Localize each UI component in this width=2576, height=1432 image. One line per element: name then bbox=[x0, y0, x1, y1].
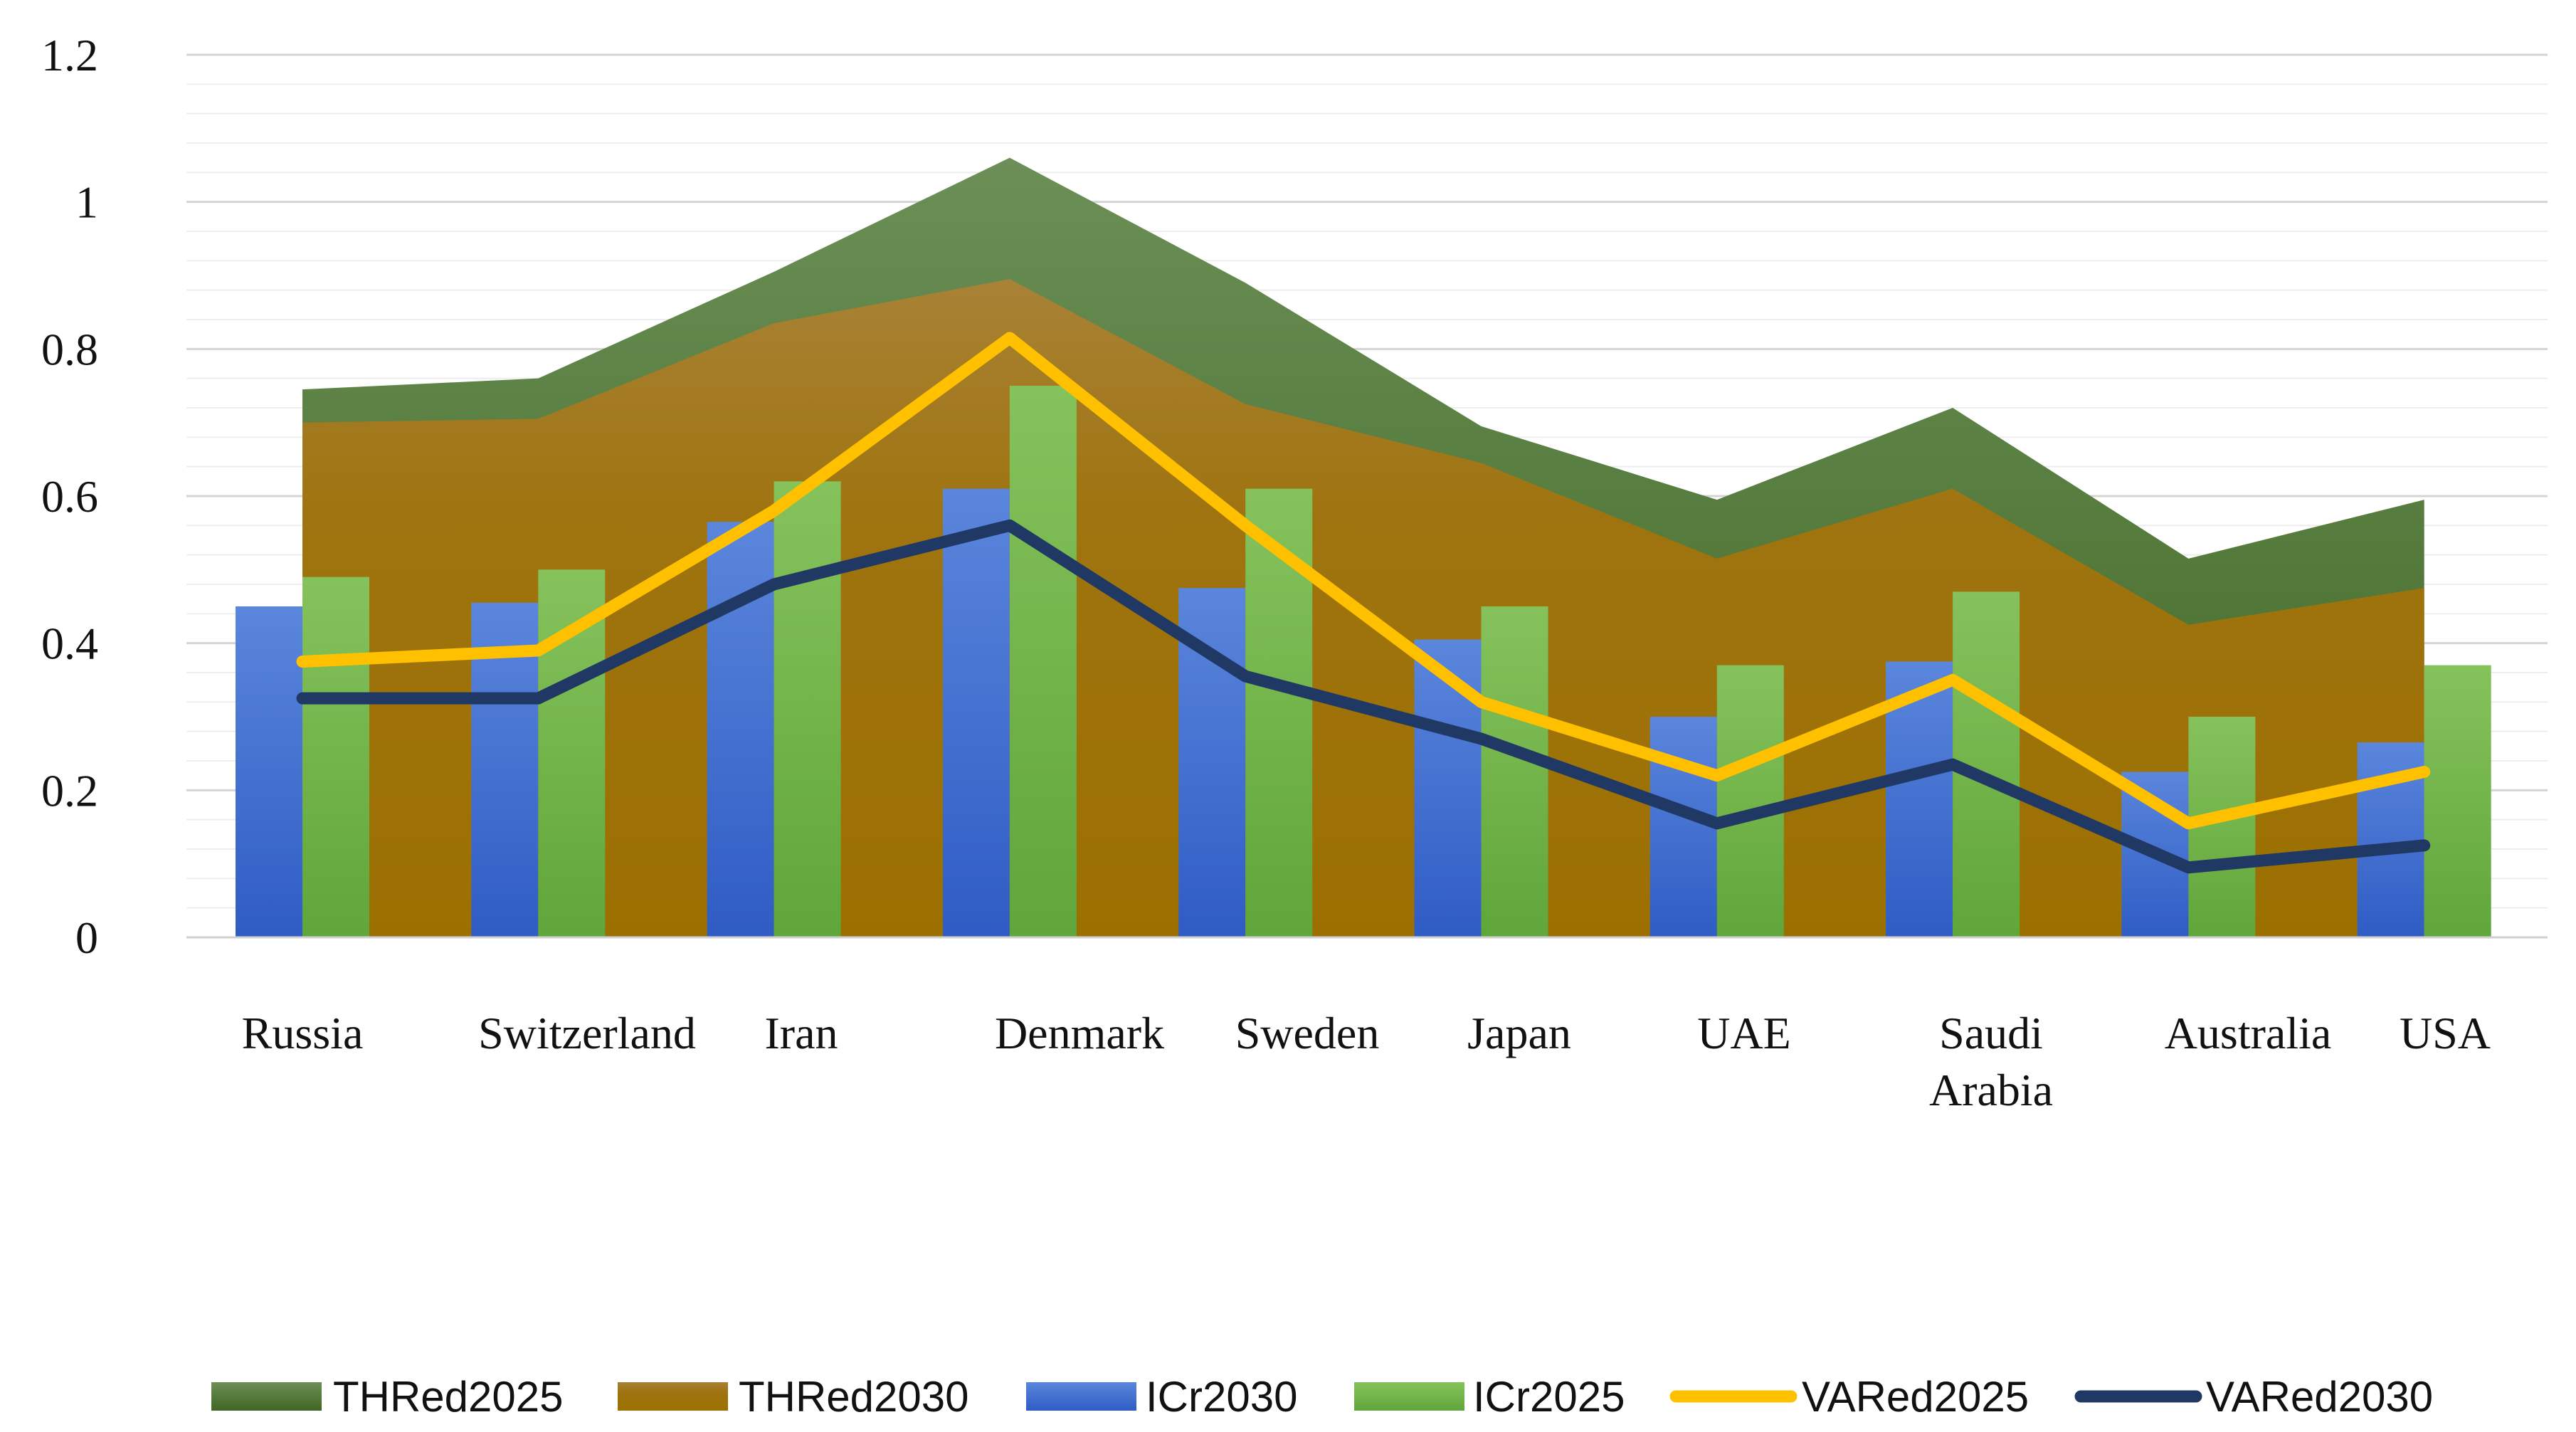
legend-label-vared2030: VARed2030 bbox=[2206, 1373, 2433, 1421]
legend-label-vared2025: VARed2025 bbox=[1802, 1373, 2029, 1421]
legend-swatch-icr2025 bbox=[1354, 1382, 1464, 1411]
y-tick-label: 0 bbox=[75, 912, 98, 963]
axes: 0 0.2 0.4 0.6 0.8 1 1.2 Russia Switzerland Iran De… bbox=[41, 30, 2548, 1115]
line-series bbox=[296, 332, 2431, 874]
bar-icr2030 bbox=[236, 606, 302, 937]
area-series bbox=[302, 157, 2424, 938]
legend-label-thred2025: THRed2025 bbox=[333, 1373, 564, 1421]
y-tick-label: 1.2 bbox=[41, 30, 98, 80]
legend-swatch-thred2025 bbox=[211, 1382, 322, 1411]
x-tick-label: Iran bbox=[764, 1008, 838, 1058]
x-tick-label: Arabia bbox=[1929, 1065, 2053, 1115]
x-tick-label: UAE bbox=[1697, 1008, 1791, 1058]
line-vared2025 bbox=[296, 332, 2431, 830]
x-tick-label: Japan bbox=[1467, 1008, 1571, 1058]
bar-icr2025 bbox=[1716, 665, 1784, 937]
y-tick-label: 0.2 bbox=[41, 765, 98, 816]
y-tick-label: 0.4 bbox=[41, 618, 98, 669]
bar-icr2025 bbox=[302, 577, 369, 937]
bar-icr2025 bbox=[1009, 386, 1077, 937]
bar-icr2025 bbox=[774, 481, 841, 937]
y-tick-label: 1 bbox=[75, 177, 98, 228]
bar-series bbox=[236, 386, 2491, 937]
bar-icr2025 bbox=[2424, 665, 2491, 937]
x-tick-label: Russia bbox=[242, 1008, 364, 1058]
legend-swatch-icr2030 bbox=[1026, 1382, 1136, 1411]
x-tick-label: Saudi bbox=[1939, 1008, 2043, 1058]
bar-icr2030 bbox=[1649, 717, 1717, 937]
x-tick-label: Denmark bbox=[995, 1008, 1164, 1058]
line-vared2030 bbox=[296, 519, 2431, 874]
x-tick-label: USA bbox=[2400, 1008, 2491, 1058]
legend: THRed2025 THRed2030 ICr2030 ICr2025 VARed202… bbox=[211, 1373, 2433, 1421]
x-tick-label: Switzerland bbox=[478, 1008, 696, 1058]
y-tick-label: 0.8 bbox=[41, 324, 98, 374]
bar-icr2025 bbox=[1481, 606, 1548, 937]
bar-icr2030 bbox=[942, 488, 1010, 937]
legend-label-thred2030: THRed2030 bbox=[739, 1373, 969, 1421]
legend-swatch-thred2030 bbox=[618, 1382, 728, 1411]
x-tick-label: Australia bbox=[2165, 1008, 2332, 1058]
legend-label-icr2030: ICr2030 bbox=[1146, 1373, 1297, 1421]
x-tick-label: Sweden bbox=[1235, 1008, 1380, 1058]
y-tick-label: 0.6 bbox=[41, 471, 98, 522]
legend-label-icr2025: ICr2025 bbox=[1473, 1373, 1625, 1421]
